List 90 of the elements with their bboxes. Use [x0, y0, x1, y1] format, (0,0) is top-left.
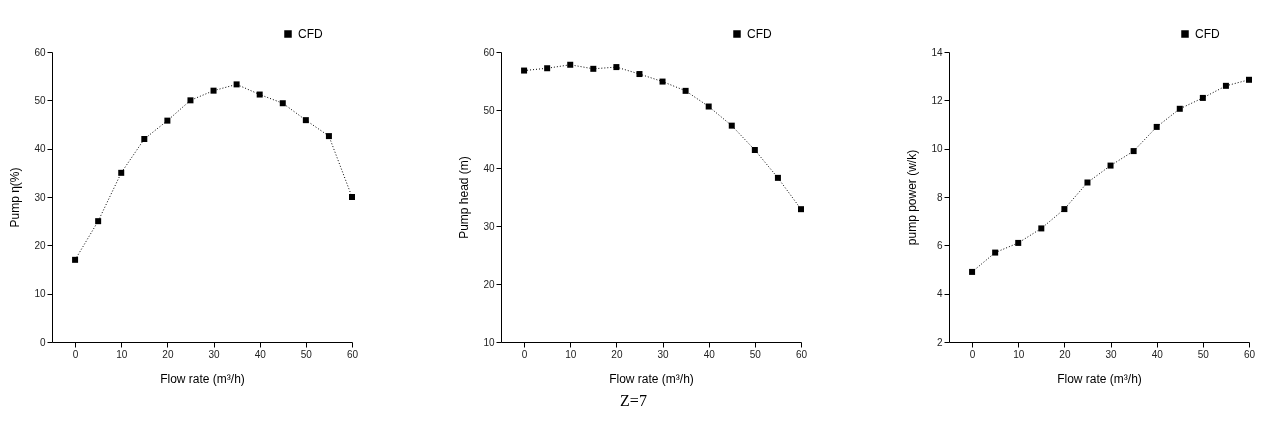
point [349, 194, 355, 200]
y-tick-label: 50 [482, 104, 495, 116]
x-tick-label: 10 [1013, 348, 1025, 360]
point [325, 133, 332, 140]
y-tick-label: 10 [482, 336, 495, 348]
x-tick-label: 50 [1197, 348, 1210, 360]
point [589, 65, 596, 72]
y-tick-label: 2 [936, 336, 943, 348]
point [1130, 148, 1137, 155]
y-tick-label: 40 [482, 162, 495, 174]
y-tick-label: 30 [482, 220, 495, 232]
point [797, 206, 804, 213]
point [256, 91, 263, 98]
x-tick-label: 30 [208, 348, 221, 360]
x-tick-label: 60 [346, 348, 359, 360]
y-tick-label: 12 [931, 94, 943, 106]
point [992, 249, 999, 256]
legend-label: CFD [746, 27, 772, 41]
x-tick-label: 20 [1059, 348, 1071, 360]
point [1038, 225, 1045, 232]
x-tick-label: 40 [703, 348, 715, 360]
point [279, 100, 286, 107]
point [728, 122, 735, 129]
y-tick-label: 8 [936, 191, 943, 203]
x-tick-label: 0 [72, 348, 79, 360]
x-tick-label: 10 [564, 348, 577, 360]
legend-label: CFD [1195, 27, 1220, 41]
y-axis-title: pump power (w/k) [905, 149, 920, 246]
point [1107, 162, 1114, 169]
point [1176, 105, 1183, 112]
point [659, 78, 666, 85]
x-tick-label: 0 [969, 348, 976, 360]
x-tick-label: 40 [1151, 348, 1164, 360]
x-tick-label: 0 [521, 348, 528, 360]
x-tick-label: 60 [1243, 348, 1256, 360]
x-tick-label: 50 [749, 348, 761, 360]
point [682, 87, 689, 94]
y-axis-title: Pump η(%) [8, 167, 23, 228]
point [118, 169, 125, 176]
point [141, 136, 148, 142]
point [1061, 206, 1068, 213]
point [1246, 76, 1252, 83]
y-tick-label: 50 [34, 94, 46, 106]
x-tick-label: 10 [116, 348, 128, 360]
x-tick-label: 50 [300, 348, 313, 360]
text: Z=7 [619, 392, 648, 410]
point [1153, 123, 1160, 130]
y-tick-label: 30 [34, 191, 46, 203]
y-tick-label: 6 [936, 239, 943, 251]
y-tick-label: 20 [34, 239, 46, 251]
y-tick-label: 14 [931, 46, 943, 58]
y-tick-label: 10 [931, 143, 943, 155]
point [1199, 94, 1206, 101]
x-tick-label: 20 [610, 348, 623, 360]
point [751, 147, 758, 154]
point [187, 97, 194, 104]
point [164, 117, 171, 124]
y-tick-label: 10 [34, 288, 46, 300]
x-axis-title: Flow rate (m³/h) [160, 371, 245, 386]
x-tick-label: 60 [795, 348, 807, 360]
point [635, 71, 642, 78]
point [1015, 239, 1022, 246]
point [969, 268, 976, 275]
point [520, 67, 527, 74]
point [774, 174, 781, 181]
point [210, 87, 217, 94]
x-tick-label: 40 [254, 348, 267, 360]
y-tick-label: 40 [34, 143, 46, 155]
x-tick-label: 20 [162, 348, 174, 360]
point [566, 61, 573, 68]
y-tick-label: 60 [34, 46, 46, 58]
point [543, 65, 550, 72]
y-tick-label: 60 [482, 46, 495, 58]
point [1222, 82, 1229, 89]
x-axis-title: Flow rate (m³/h) [608, 371, 694, 386]
x-tick-label: 30 [1105, 348, 1118, 360]
y-tick-label: 4 [936, 288, 943, 300]
point [72, 256, 79, 263]
x-tick-label: 30 [656, 348, 669, 360]
point [95, 218, 102, 225]
point [1084, 179, 1091, 186]
y-axis-title: Pump head (m) [456, 156, 471, 239]
x-axis-title: Flow rate (m³/h) [1057, 371, 1142, 386]
point [705, 103, 712, 110]
point [233, 81, 240, 88]
y-tick-label: 20 [482, 278, 495, 290]
y-tick-label: 0 [39, 336, 46, 348]
point [302, 117, 309, 124]
legend-label: CFD [298, 27, 323, 41]
point [612, 64, 619, 71]
